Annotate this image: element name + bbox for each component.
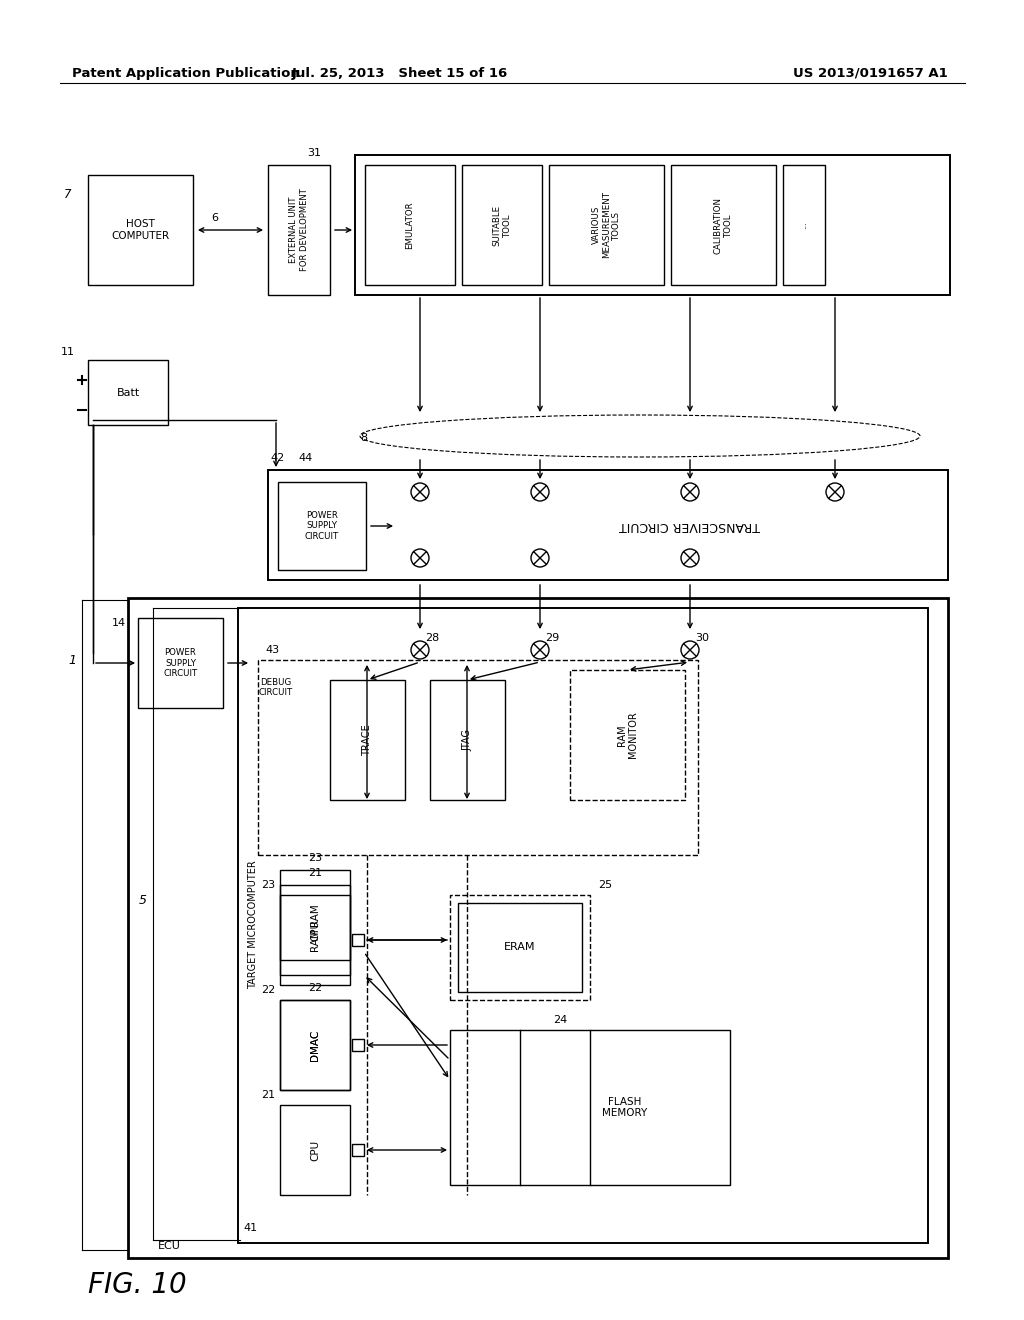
Bar bbox=[280, 884, 350, 975]
Text: Batt: Batt bbox=[117, 388, 139, 397]
Text: 6: 6 bbox=[212, 213, 218, 223]
Text: RAM
MONITOR: RAM MONITOR bbox=[616, 711, 638, 759]
Text: EXTERNAL UNIT
FOR DEVELOPMENT: EXTERNAL UNIT FOR DEVELOPMENT bbox=[290, 189, 308, 272]
Bar bbox=[462, 165, 542, 285]
Bar bbox=[238, 609, 928, 1243]
Bar bbox=[783, 165, 825, 285]
Text: FLASH
MEMORY: FLASH MEMORY bbox=[602, 1097, 647, 1118]
Text: RAM: RAM bbox=[310, 904, 319, 927]
Bar bbox=[352, 1039, 364, 1051]
Text: 42: 42 bbox=[270, 453, 285, 463]
Text: 29: 29 bbox=[545, 634, 559, 643]
Bar bbox=[430, 680, 505, 800]
Bar bbox=[268, 470, 948, 579]
Text: ...: ... bbox=[800, 220, 809, 228]
Text: ERAM: ERAM bbox=[504, 942, 536, 953]
Text: 11: 11 bbox=[61, 347, 75, 356]
Text: VARIOUS
MEASUREMENT
TOOLS: VARIOUS MEASUREMENT TOOLS bbox=[592, 191, 622, 259]
Bar bbox=[570, 671, 685, 800]
Bar bbox=[450, 895, 590, 1001]
Text: 31: 31 bbox=[307, 148, 321, 158]
Text: 22: 22 bbox=[308, 983, 323, 993]
Text: ECU: ECU bbox=[158, 1241, 181, 1251]
Bar bbox=[365, 165, 455, 285]
Text: 23: 23 bbox=[308, 853, 323, 863]
Text: 21: 21 bbox=[308, 869, 323, 878]
Bar bbox=[355, 154, 950, 294]
Bar bbox=[280, 895, 350, 985]
Bar bbox=[671, 165, 776, 285]
Bar bbox=[280, 1001, 350, 1090]
Text: 14: 14 bbox=[112, 618, 126, 628]
Text: DMAC: DMAC bbox=[310, 1030, 319, 1061]
Text: SUITABLE
TOOL: SUITABLE TOOL bbox=[493, 205, 512, 246]
Text: US 2013/0191657 A1: US 2013/0191657 A1 bbox=[793, 66, 947, 79]
Text: 22: 22 bbox=[261, 985, 275, 995]
Text: 44: 44 bbox=[298, 453, 312, 463]
Bar bbox=[280, 1105, 350, 1195]
Text: TRANSCEIVER CIRCUIT: TRANSCEIVER CIRCUIT bbox=[620, 519, 760, 532]
Text: CPU: CPU bbox=[310, 1139, 319, 1160]
Text: 43: 43 bbox=[265, 645, 280, 655]
Text: TARGET MICROCOMPUTER: TARGET MICROCOMPUTER bbox=[248, 861, 258, 990]
Text: 1: 1 bbox=[68, 653, 76, 667]
Bar bbox=[128, 598, 948, 1258]
Bar bbox=[450, 1030, 730, 1185]
Text: 23: 23 bbox=[261, 880, 275, 890]
Bar bbox=[352, 935, 364, 946]
Text: 24: 24 bbox=[553, 1015, 567, 1026]
Text: HOST
COMPUTER: HOST COMPUTER bbox=[112, 219, 170, 240]
Text: 30: 30 bbox=[695, 634, 709, 643]
Text: DMAC: DMAC bbox=[310, 1030, 319, 1061]
Text: 28: 28 bbox=[425, 634, 439, 643]
Bar bbox=[458, 903, 582, 993]
Text: POWER
SUPPLY
CIRCUIT: POWER SUPPLY CIRCUIT bbox=[305, 511, 339, 541]
Bar bbox=[352, 1144, 364, 1156]
Text: 8: 8 bbox=[360, 433, 368, 444]
Text: 5: 5 bbox=[139, 894, 147, 907]
Text: Jul. 25, 2013   Sheet 15 of 16: Jul. 25, 2013 Sheet 15 of 16 bbox=[292, 66, 508, 79]
Bar bbox=[330, 680, 406, 800]
Bar bbox=[278, 482, 366, 570]
Text: RAM: RAM bbox=[310, 929, 319, 952]
Text: Patent Application Publication: Patent Application Publication bbox=[72, 66, 300, 79]
Text: FIG. 10: FIG. 10 bbox=[88, 1271, 186, 1299]
Bar bbox=[268, 165, 330, 294]
Text: CPU: CPU bbox=[310, 920, 319, 941]
Text: 21: 21 bbox=[261, 1090, 275, 1100]
Text: 7: 7 bbox=[65, 189, 72, 202]
Text: DEBUG
CIRCUIT: DEBUG CIRCUIT bbox=[259, 678, 293, 697]
Bar bbox=[258, 660, 698, 855]
Bar bbox=[88, 176, 193, 285]
Text: JTAG: JTAG bbox=[463, 729, 472, 751]
Bar bbox=[280, 1001, 350, 1090]
Text: 25: 25 bbox=[598, 880, 612, 890]
Text: POWER
SUPPLY
CIRCUIT: POWER SUPPLY CIRCUIT bbox=[164, 648, 198, 678]
Text: 41: 41 bbox=[243, 1224, 257, 1233]
Bar bbox=[88, 360, 168, 425]
Bar bbox=[280, 870, 350, 960]
Text: TRACE: TRACE bbox=[362, 725, 373, 756]
Bar bbox=[138, 618, 223, 708]
Text: EMULATOR: EMULATOR bbox=[406, 201, 415, 248]
Bar bbox=[549, 165, 664, 285]
Text: CALIBRATION
TOOL: CALIBRATION TOOL bbox=[714, 197, 733, 253]
